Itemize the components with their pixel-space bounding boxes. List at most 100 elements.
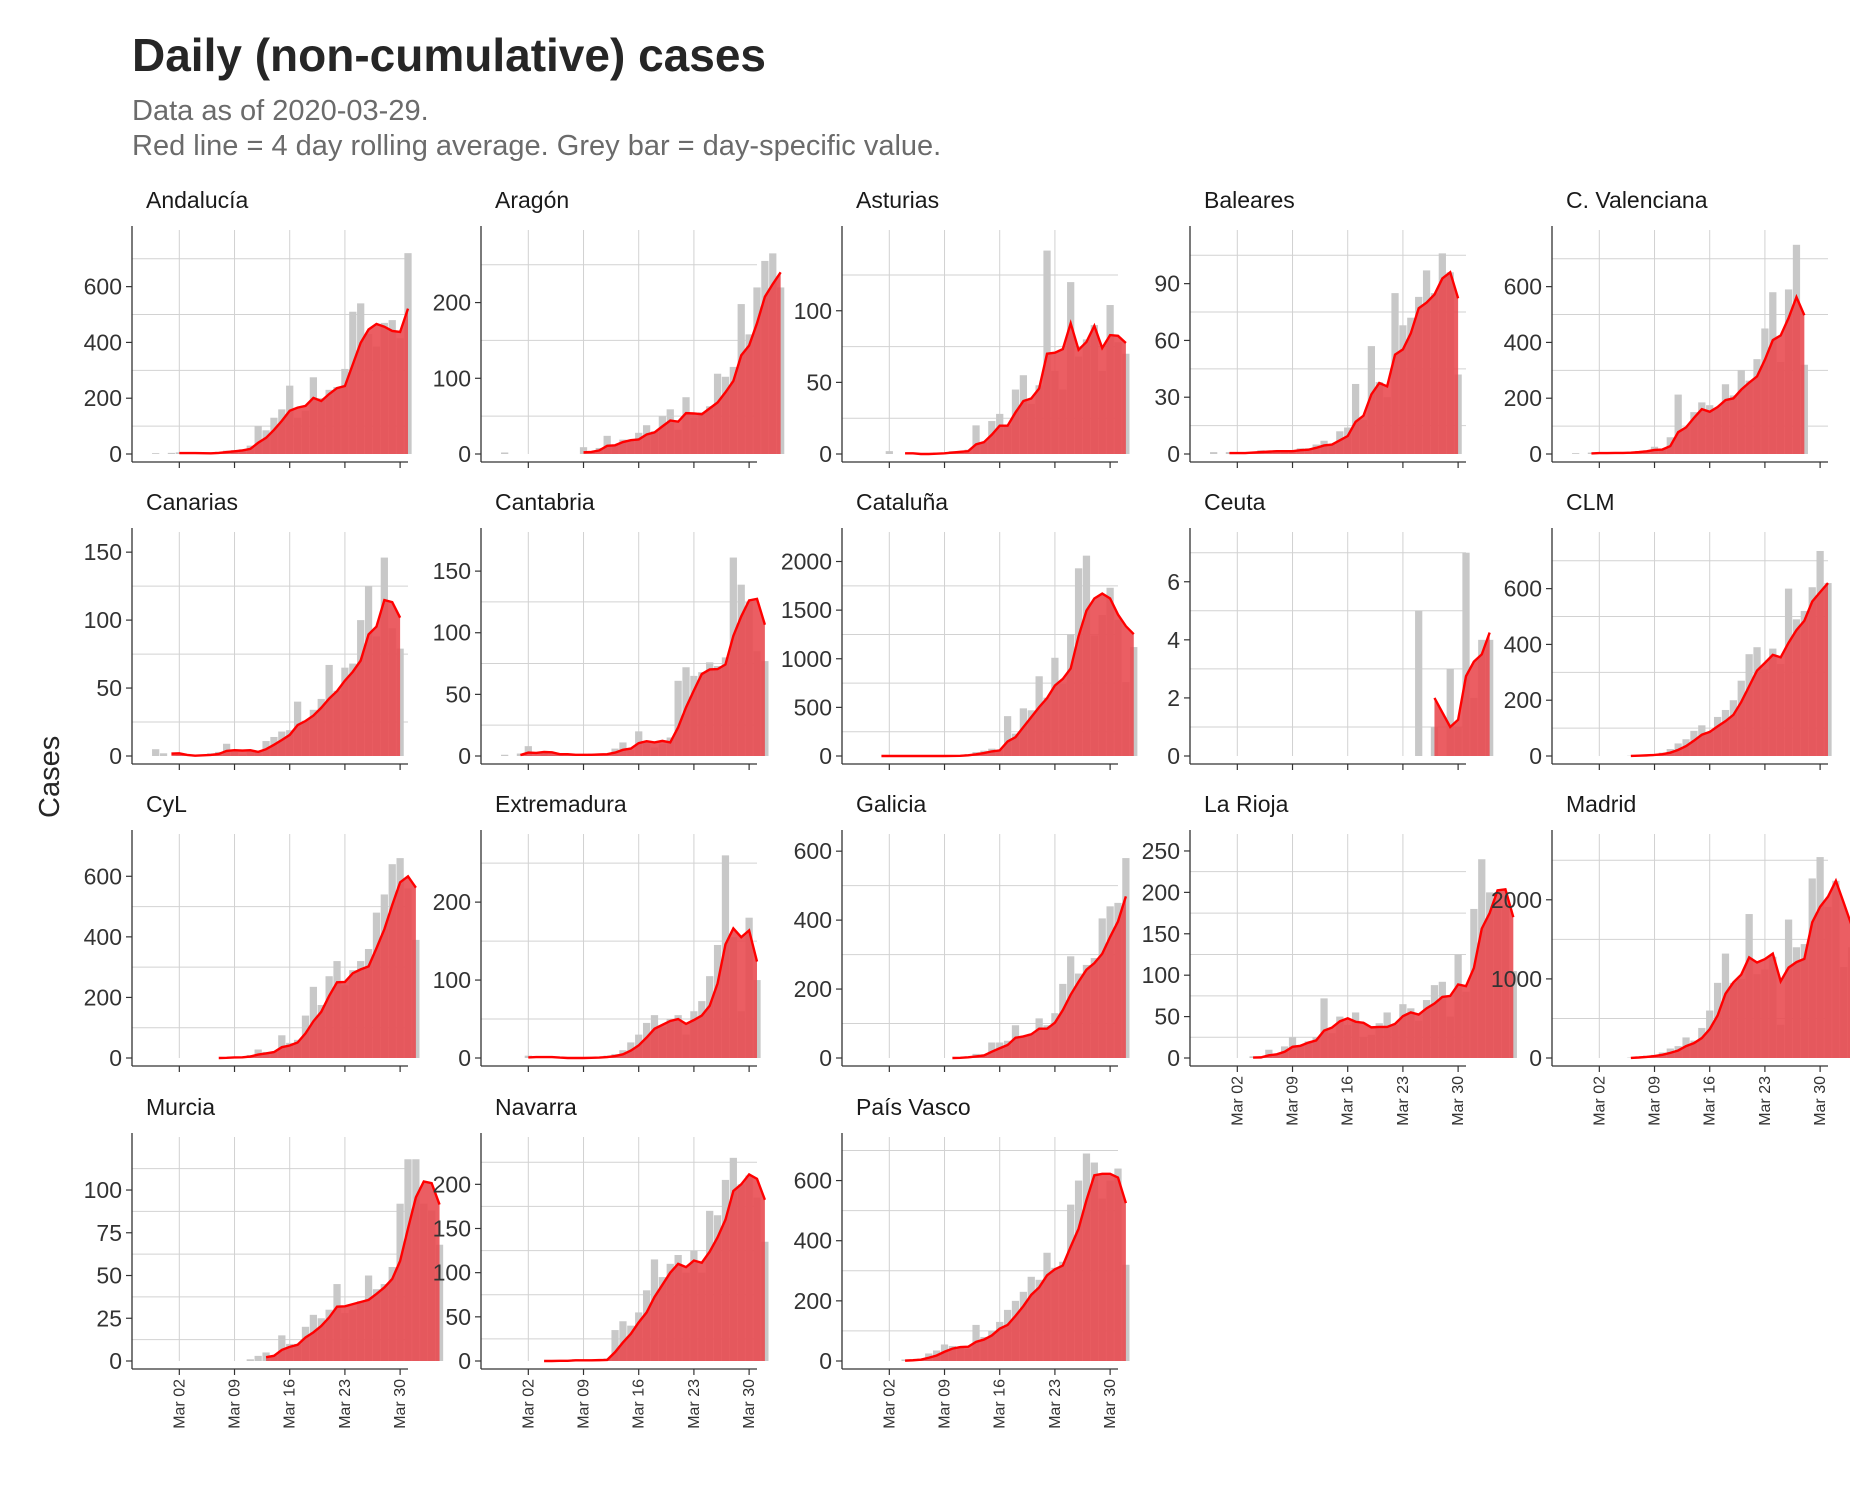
panel-title: Extremadura	[495, 791, 627, 817]
rolling-average-line	[905, 1172, 1128, 1362]
bar	[501, 452, 509, 454]
y-tick-label: 600	[84, 274, 122, 300]
y-tick-label: 0	[819, 441, 832, 467]
rolling-average-line	[583, 271, 782, 454]
y-tick-label: 60	[1154, 327, 1180, 353]
bar	[524, 746, 532, 756]
bar	[254, 426, 262, 454]
panel-galicia: Galicia 0 200 400 600	[794, 791, 1130, 1072]
y-tick-label: 100	[433, 620, 471, 646]
bar	[1003, 716, 1012, 756]
y-tick-label: 100	[84, 607, 122, 633]
y-tick-label: 0	[109, 441, 122, 467]
bar	[1446, 668, 1454, 756]
x-tick-label: Mar 23	[337, 1379, 354, 1429]
bar	[246, 1359, 254, 1361]
y-tick-label: 100	[433, 967, 471, 993]
y-tick-label: 1000	[781, 646, 832, 672]
bar	[579, 447, 588, 454]
rolling-average-area	[1630, 880, 1850, 1058]
bar	[674, 680, 682, 756]
rolling-average-area	[1253, 889, 1514, 1058]
x-tick-label: Mar 23	[1395, 1076, 1412, 1126]
panel-title: País Vasco	[856, 1094, 971, 1120]
x-tick-label: Mar 16	[992, 1379, 1009, 1429]
y-tick-label: 400	[794, 1228, 832, 1254]
rolling-average-line	[881, 592, 1135, 758]
y-tick-label: 50	[96, 1263, 122, 1289]
panel-title: Ceuta	[1204, 489, 1266, 515]
bar	[1210, 452, 1218, 454]
panel-arag-n: Aragón 0 100 200	[433, 187, 785, 468]
y-tick-label: 400	[794, 907, 832, 933]
rolling-average-line	[952, 896, 1128, 1060]
panel-title: C. Valenciana	[1566, 187, 1708, 213]
x-tick-label: Mar 23	[1047, 1379, 1064, 1429]
y-tick-label: 200	[433, 290, 471, 316]
chart-subtitle-line-2: Red line = 4 day rolling average. Grey b…	[132, 130, 942, 162]
y-tick-label: 200	[84, 984, 122, 1010]
y-tick-label: 200	[84, 385, 122, 411]
y-tick-label: 600	[84, 863, 122, 889]
panel-title: CLM	[1566, 489, 1615, 515]
y-tick-label: 1000	[1491, 966, 1542, 992]
panel-asturias: Asturias 0 50 100	[794, 187, 1130, 468]
y-tick-label: 0	[458, 743, 471, 769]
y-tick-label: 600	[794, 1168, 832, 1194]
x-tick-label: Mar 16	[631, 1379, 648, 1429]
rolling-average-line	[265, 1180, 441, 1359]
panel-c-valenciana: C. Valenciana 0 200 400 600	[1504, 187, 1828, 468]
rolling-average-line	[1591, 293, 1806, 455]
bar	[501, 754, 509, 756]
y-tick-label: 150	[1142, 921, 1180, 947]
x-tick-label: Mar 02	[1591, 1076, 1608, 1126]
y-tick-label: 0	[109, 1348, 122, 1374]
rolling-average-area	[266, 1181, 440, 1361]
rolling-average-area	[583, 272, 781, 454]
bar	[885, 451, 893, 454]
rolling-average-area	[179, 308, 408, 454]
y-tick-label: 50	[445, 1304, 471, 1330]
y-tick-label: 100	[84, 1177, 122, 1203]
y-tick-label: 0	[819, 743, 832, 769]
x-tick-label: Mar 16	[1702, 1076, 1719, 1126]
bar	[988, 1042, 996, 1058]
y-tick-label: 0	[819, 1348, 832, 1374]
y-tick-label: 2000	[1491, 887, 1542, 913]
y-tick-label: 90	[1154, 271, 1180, 297]
bar	[1462, 552, 1470, 756]
chart-subtitle-line-1: Data as of 2020-03-29.	[132, 95, 429, 127]
bar	[611, 1330, 619, 1361]
y-tick-label: 0	[819, 1045, 832, 1071]
y-tick-label: 1500	[781, 597, 832, 623]
rolling-average-line	[1229, 270, 1460, 455]
y-tick-label: 400	[84, 924, 122, 950]
y-tick-label: 0	[109, 743, 122, 769]
x-tick-label: Mar 23	[1757, 1076, 1774, 1126]
y-tick-label: 0	[1167, 1045, 1180, 1071]
x-tick-label: Mar 30	[1812, 1076, 1829, 1126]
y-tick-label: 6	[1167, 569, 1180, 595]
y-tick-label: 0	[458, 1348, 471, 1374]
rolling-average-area	[528, 928, 757, 1058]
y-tick-label: 200	[433, 1171, 471, 1197]
panel-title: Navarra	[495, 1094, 577, 1120]
panel-extremadura: Extremadura 0 100 200	[433, 791, 761, 1072]
bar	[254, 1355, 262, 1361]
y-tick-label: 25	[96, 1305, 122, 1331]
panel-navarra: Navarra 0 50 100 150 200 Mar 02 Mar 09 Mar 16 Mar…	[433, 1094, 769, 1429]
y-tick-label: 400	[1504, 631, 1542, 657]
y-tick-label: 4	[1167, 627, 1180, 653]
y-tick-label: 100	[1142, 962, 1180, 988]
panel-andaluc-a: Andalucía 0 200 400 600	[84, 187, 412, 468]
rolling-average-area	[218, 876, 416, 1058]
panel-clm: CLM 0 200 400 600	[1504, 489, 1832, 770]
x-tick-label: Mar 02	[520, 1379, 537, 1429]
bar	[1265, 1049, 1273, 1058]
rolling-average-area	[1630, 583, 1828, 756]
y-tick-label: 250	[1142, 838, 1180, 864]
y-tick-label: 0	[1529, 441, 1542, 467]
y-tick-label: 50	[1154, 1004, 1180, 1030]
rolling-average-area	[905, 1173, 1126, 1361]
x-tick-label: Mar 16	[1340, 1076, 1357, 1126]
